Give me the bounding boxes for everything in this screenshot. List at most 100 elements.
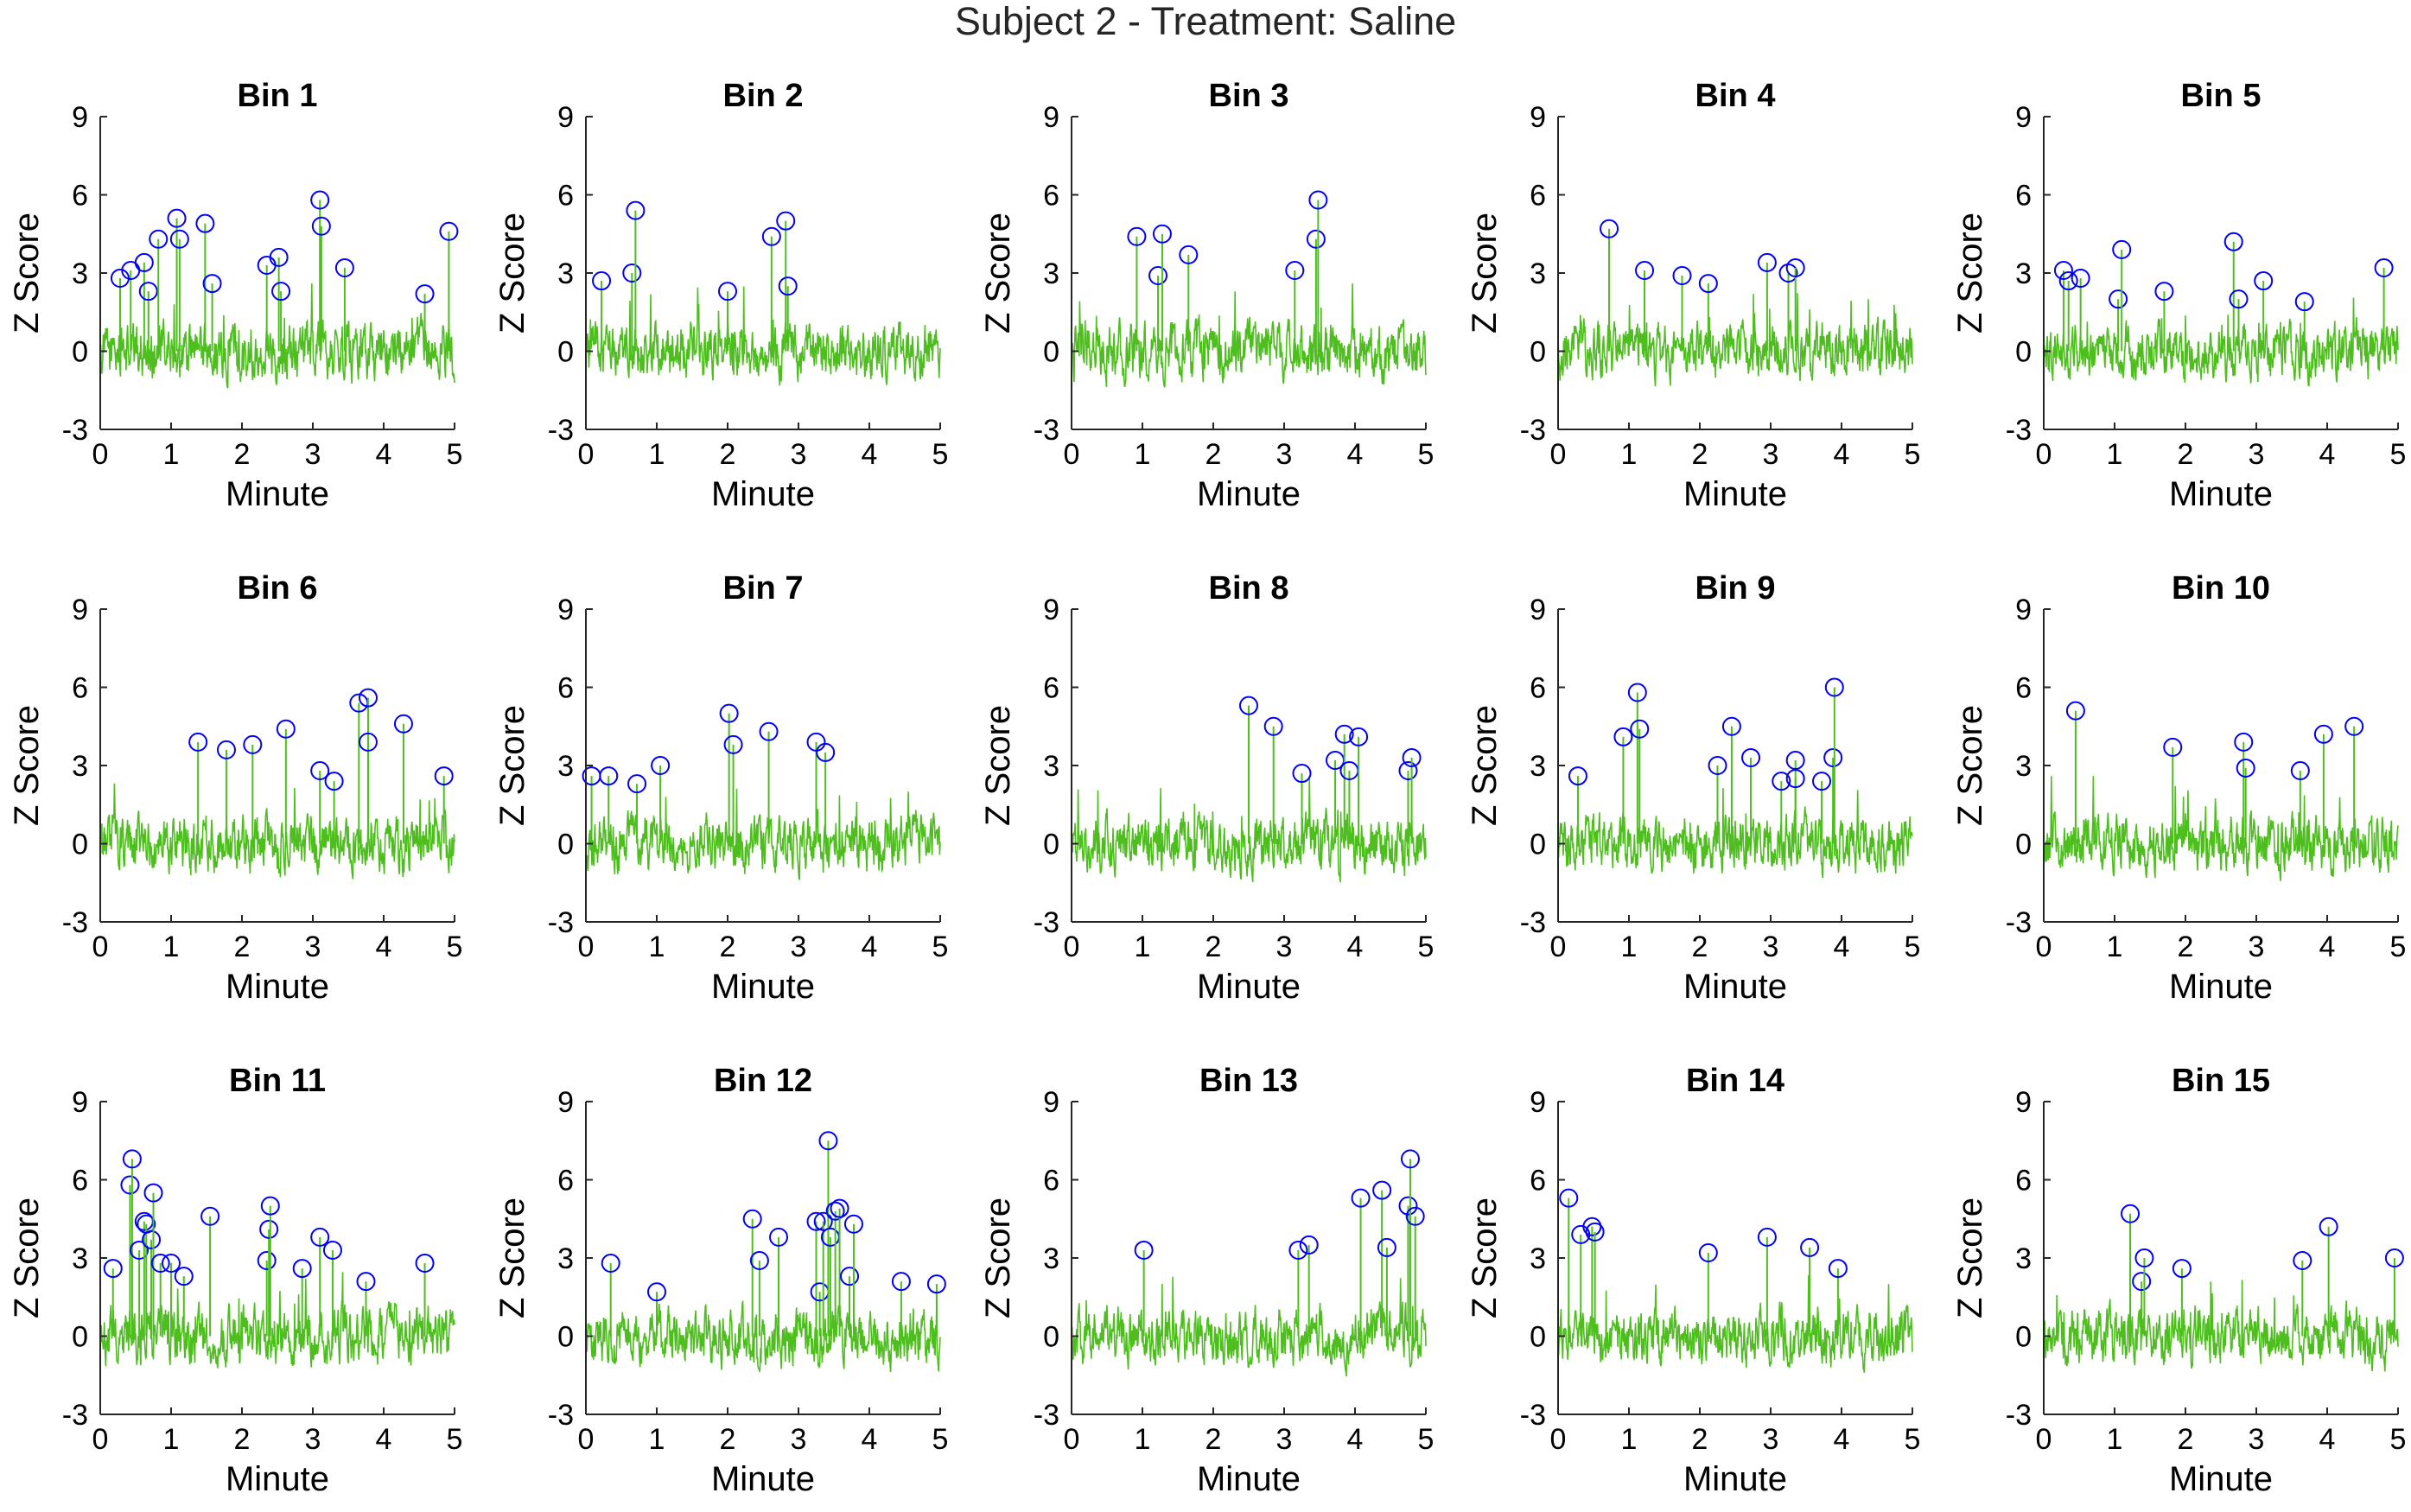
y-axis-label: Z Score	[979, 1198, 1017, 1318]
peak-marker	[718, 282, 737, 302]
y-tick-label: 6	[1043, 672, 1059, 705]
peak-marker	[1263, 716, 1283, 736]
signal-trace	[99, 783, 455, 880]
subplot-title: Bin 2	[723, 78, 804, 114]
y-tick-label: 9	[1043, 1086, 1059, 1119]
x-tick-label: 1	[1135, 931, 1151, 963]
peak-marker	[2053, 260, 2073, 280]
peak-marker	[742, 1209, 762, 1229]
peak-marker	[1400, 1149, 1420, 1169]
signal-trace	[1557, 788, 1913, 879]
x-tick-label: 2	[1206, 438, 1222, 471]
x-tick-label: 2	[2178, 931, 2194, 963]
x-axis-label: Minute	[1197, 968, 1301, 1006]
peak-marker	[1585, 1222, 1605, 1242]
x-tick-label: 0	[1064, 438, 1080, 471]
y-tick-label: 3	[1043, 1242, 1059, 1275]
peak-marker	[195, 213, 215, 233]
peak-marker	[167, 208, 187, 228]
x-tick-label: 4	[1347, 931, 1364, 963]
y-tick-label: 9	[72, 594, 88, 626]
x-tick-label: 1	[1621, 438, 1638, 471]
y-tick-label: 6	[72, 672, 88, 705]
signal-trace	[585, 286, 941, 386]
y-tick-label: 0	[1530, 336, 1546, 369]
x-tick-label: 3	[305, 1423, 321, 1456]
x-tick-label: 1	[1621, 931, 1638, 963]
y-tick-label: -3	[1034, 414, 1059, 447]
signal-trace	[99, 1272, 455, 1369]
peak-marker	[647, 1282, 666, 1302]
x-tick-label: 3	[1276, 931, 1293, 963]
peak-marker	[269, 247, 289, 267]
y-axis-label: Z Score	[8, 1198, 46, 1318]
y-tick-label: -3	[2006, 906, 2032, 939]
x-tick-label: 1	[1621, 1423, 1638, 1456]
signal-trace	[1557, 1274, 1913, 1373]
y-tick-label: 9	[2015, 1086, 2032, 1119]
y-axis-label: Z Score	[8, 705, 46, 826]
peak-marker	[592, 271, 612, 291]
x-tick-label: 0	[2036, 931, 2052, 963]
x-tick-label: 5	[1418, 931, 1435, 963]
peak-marker	[1785, 769, 1805, 789]
peak-marker	[259, 1219, 279, 1239]
x-tick-label: 1	[1135, 438, 1151, 471]
y-axis-label: Z Score	[979, 213, 1017, 334]
x-tick-label: 5	[447, 1423, 463, 1456]
x-tick-label: 2	[1692, 438, 1708, 471]
peak-marker	[2109, 289, 2128, 309]
peak-marker	[1349, 727, 1369, 746]
peak-marker	[1398, 761, 1418, 781]
peak-marker	[1627, 683, 1647, 702]
peak-marker	[122, 1149, 142, 1169]
y-axis-label: Z Score	[979, 705, 1017, 826]
y-tick-label: -3	[62, 906, 88, 939]
x-tick-label: 3	[1276, 1423, 1293, 1456]
signal-trace	[99, 283, 455, 389]
signal-trace	[1071, 776, 1427, 883]
x-tick-label: 5	[1905, 438, 1921, 471]
peak-marker	[749, 1251, 769, 1271]
peak-marker	[2294, 292, 2314, 312]
x-tick-label: 0	[1550, 931, 1567, 963]
y-tick-label: -3	[548, 414, 574, 447]
peak-marker	[188, 732, 208, 752]
peak-marker	[202, 274, 222, 294]
peak-marker	[1613, 727, 1633, 746]
peak-marker	[1134, 1240, 1154, 1260]
x-axis-label: Minute	[2169, 968, 2273, 1006]
signal-trace	[1071, 283, 1427, 388]
peak-marker	[257, 1251, 277, 1271]
signal-trace	[2043, 297, 2399, 387]
peak-marker	[1334, 724, 1354, 744]
peak-marker	[358, 688, 378, 708]
x-axis-label: Minute	[711, 1460, 815, 1498]
y-tick-label: -3	[2006, 414, 2032, 447]
x-tick-label: 1	[2107, 931, 2123, 963]
y-tick-label: -3	[1520, 414, 1546, 447]
x-tick-label: 4	[2319, 438, 2336, 471]
x-axis-label: Minute	[2169, 475, 2273, 513]
y-tick-label: 6	[557, 672, 574, 705]
y-tick-label: 0	[1530, 829, 1546, 861]
peak-marker	[1292, 764, 1312, 784]
y-tick-label: -3	[1034, 906, 1059, 939]
peak-marker	[2163, 737, 2183, 757]
x-tick-label: 2	[234, 438, 251, 471]
subplot-title: Bin 10	[2172, 570, 2270, 607]
peak-marker	[776, 211, 796, 231]
peak-marker	[2344, 716, 2364, 736]
peak-marker	[1559, 1188, 1579, 1208]
peak-marker	[926, 1274, 946, 1294]
x-tick-label: 4	[862, 931, 878, 963]
y-tick-label: 0	[1043, 1321, 1059, 1354]
subplot-title: Bin 8	[1209, 570, 1289, 607]
y-tick-label: 6	[2015, 180, 2032, 213]
peak-marker	[2234, 732, 2254, 752]
y-tick-label: 6	[557, 180, 574, 213]
